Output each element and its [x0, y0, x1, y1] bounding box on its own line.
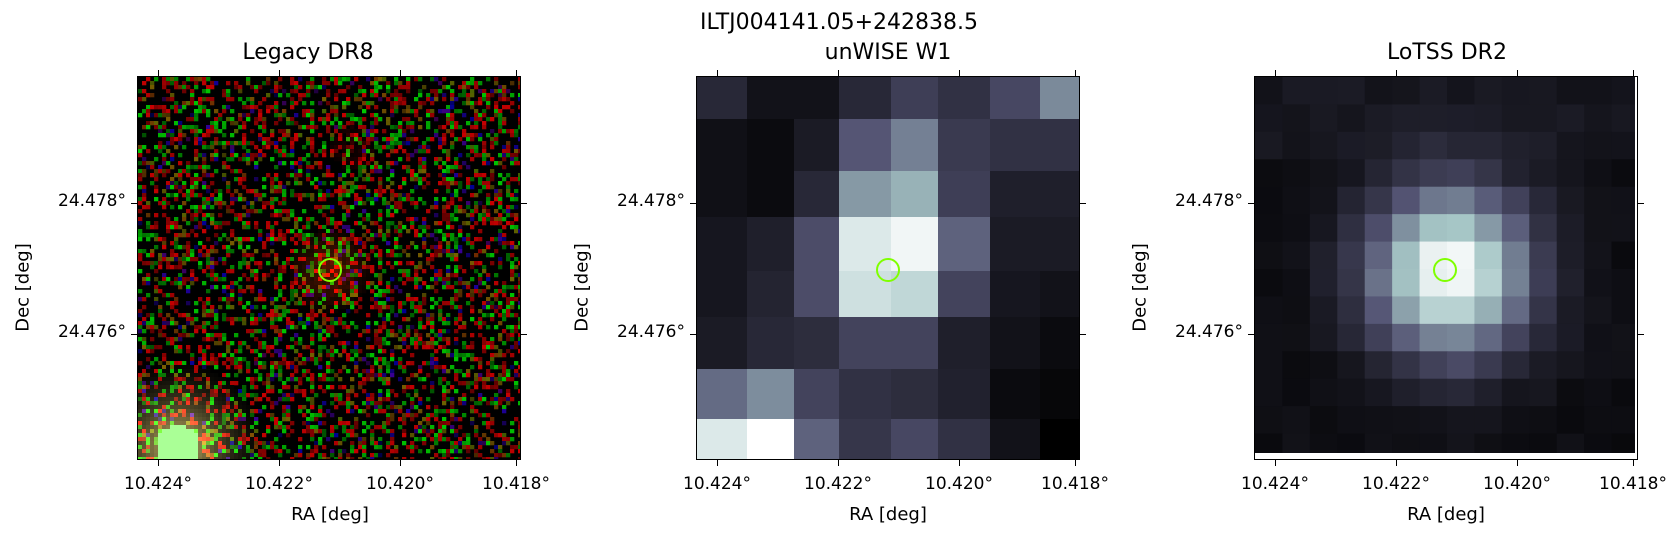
panel-title: Legacy DR8 — [242, 40, 374, 65]
x-tick-label: 10.420° — [366, 474, 434, 494]
x-tick — [717, 460, 719, 466]
y-tick-label: 24.476° — [1175, 322, 1243, 342]
y-tick — [1248, 334, 1254, 336]
y-tick — [521, 203, 527, 205]
x-tick-label: 10.420° — [1483, 474, 1551, 494]
y-tick-label: 24.478° — [617, 191, 685, 211]
x-axis-label: RA [deg] — [849, 504, 927, 525]
panel-title: LoTSS DR2 — [1387, 40, 1507, 65]
unwise-image-svg — [697, 77, 1079, 459]
x-tick-label: 10.424° — [124, 474, 192, 494]
x-tick-label: 10.420° — [925, 474, 993, 494]
y-tick — [1080, 334, 1086, 336]
y-tick — [690, 334, 696, 336]
x-tick — [279, 460, 281, 466]
y-tick-label: 24.476° — [58, 322, 126, 342]
x-tick-label: 10.422° — [1362, 474, 1430, 494]
x-axis-label: RA [deg] — [1407, 504, 1485, 525]
image-unwise-w1 — [696, 76, 1080, 460]
y-tick-label: 24.478° — [58, 191, 126, 211]
x-tick — [516, 70, 518, 76]
x-tick — [400, 460, 402, 466]
lotss-image-svg — [1255, 77, 1637, 459]
x-tick — [400, 70, 402, 76]
x-tick — [1396, 460, 1398, 466]
y-tick — [1638, 203, 1644, 205]
x-tick-label: 10.424° — [1241, 474, 1309, 494]
x-tick — [1633, 460, 1635, 466]
figure-suptitle: ILTJ004141.05+242838.5 — [699, 10, 979, 35]
panel-title: unWISE W1 — [824, 40, 952, 65]
image-legacy-dr8 — [137, 76, 521, 460]
y-tick — [1080, 203, 1086, 205]
source-marker-circle — [318, 258, 342, 282]
x-tick-label: 10.418° — [482, 474, 550, 494]
y-tick-label: 24.478° — [1175, 191, 1243, 211]
x-tick — [279, 70, 281, 76]
x-tick — [1275, 70, 1277, 76]
x-axis-label: RA [deg] — [291, 504, 369, 525]
legacy-image-svg — [138, 77, 520, 459]
x-tick — [838, 70, 840, 76]
y-tick — [1248, 203, 1254, 205]
x-tick — [1517, 70, 1519, 76]
x-tick — [1396, 70, 1398, 76]
x-tick — [717, 70, 719, 76]
x-tick — [516, 460, 518, 466]
x-tick — [959, 70, 961, 76]
x-tick — [158, 70, 160, 76]
y-tick-label: 24.476° — [617, 322, 685, 342]
x-tick-label: 10.422° — [804, 474, 872, 494]
x-tick-label: 10.424° — [683, 474, 751, 494]
x-tick — [158, 460, 160, 466]
x-tick-label: 10.418° — [1599, 474, 1667, 494]
x-tick — [838, 460, 840, 466]
x-tick-label: 10.418° — [1041, 474, 1109, 494]
source-marker-circle — [876, 258, 900, 282]
x-tick — [1075, 460, 1077, 466]
y-tick — [131, 334, 137, 336]
y-tick — [521, 334, 527, 336]
y-tick — [131, 203, 137, 205]
y-tick — [1638, 334, 1644, 336]
x-tick — [959, 460, 961, 466]
source-marker-circle — [1433, 258, 1457, 282]
x-tick — [1275, 460, 1277, 466]
y-tick — [690, 203, 696, 205]
x-tick — [1633, 70, 1635, 76]
x-tick-label: 10.422° — [245, 474, 313, 494]
image-lotss-dr2 — [1254, 76, 1638, 460]
x-tick — [1075, 70, 1077, 76]
x-tick — [1517, 460, 1519, 466]
